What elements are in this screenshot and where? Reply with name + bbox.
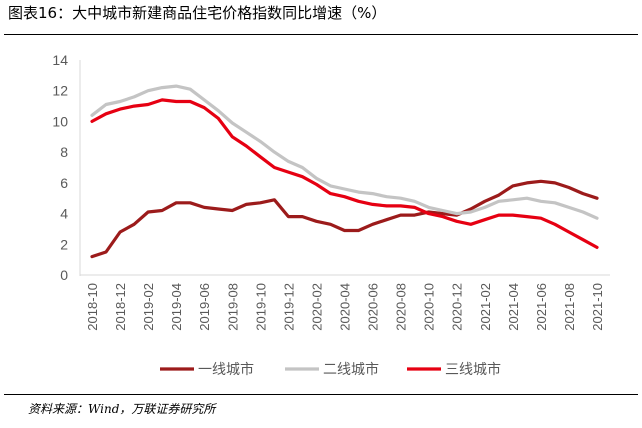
x-tick-label: 2020-08 [394,283,409,331]
y-tick-label: 12 [52,83,68,99]
legend-label-3: 三线城市 [445,361,501,378]
legend-label-2: 二线城市 [323,361,379,378]
source-note: 资料来源：Wind，万联证券研究所 [28,402,216,416]
x-tick-label: 2021-10 [590,283,605,331]
x-tick-label: 2021-08 [562,283,577,331]
x-tick-label: 2021-04 [506,283,521,331]
x-tick-label: 2019-04 [169,283,184,331]
x-tick-label: 2019-02 [141,283,156,331]
source-divider [4,394,638,395]
series-line-1 [90,179,599,259]
x-tick-label: 2019-10 [253,283,268,331]
y-tick-label: 8 [60,144,68,160]
x-tick-label: 2020-04 [338,283,353,331]
series-line-3 [90,98,599,249]
x-tick-label: 2021-06 [534,283,549,331]
series-line-2 [90,84,599,220]
y-tick-label: 2 [60,236,68,252]
x-tick-label: 2020-12 [450,283,465,331]
x-tick-label: 2020-06 [366,283,381,331]
chart-title: 图表16：大中城市新建商品住宅价格指数同比增速（%） [8,4,387,22]
x-tick-label: 2020-02 [309,283,324,331]
title-divider [4,34,638,35]
x-tick-label: 2019-08 [225,283,240,331]
x-tick-label: 2020-10 [422,283,437,331]
y-tick-label: 4 [60,206,68,222]
y-tick-label: 10 [52,113,68,129]
y-tick-label: 6 [60,175,68,191]
y-axis-ticks: 0 2 4 6 8 10 12 14 [52,52,68,283]
y-tick-label: 14 [52,52,68,68]
y-tick-label: 0 [60,267,68,283]
x-tick-label: 2021-02 [478,283,493,331]
series-lines [90,84,599,259]
legend: 一线城市 二线城市 三线城市 [160,361,501,378]
x-tick-label: 2019-06 [197,283,212,331]
legend-label-1: 一线城市 [198,361,254,378]
x-axis-ticks: 2018-10 2018-12 2019-02 2019-04 2019-06 2019-… [85,283,605,331]
x-tick-label: 2019-12 [281,283,296,331]
x-tick-label: 2018-12 [113,283,128,331]
x-tick-label: 2018-10 [85,283,100,331]
